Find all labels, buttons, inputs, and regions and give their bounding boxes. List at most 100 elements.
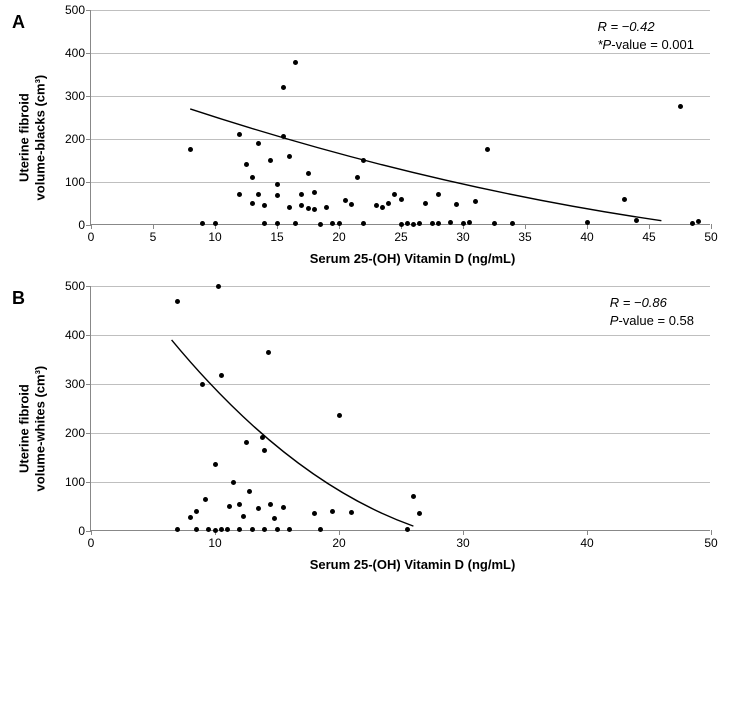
data-point — [275, 193, 280, 198]
xtick-label: 20 — [332, 224, 345, 244]
stats-A-p-tail: value = 0.001 — [616, 37, 694, 52]
data-point — [380, 205, 385, 210]
xtick-label: 30 — [456, 530, 469, 550]
data-point — [318, 527, 323, 532]
data-point — [423, 201, 428, 206]
xlabel-A: Serum 25-(OH) Vitamin D (ng/mL) — [90, 225, 735, 266]
xtick-label: 50 — [704, 224, 717, 244]
panel-A: A Uterine fibroid volume-blacks (cm³) R … — [10, 10, 745, 266]
data-point — [306, 206, 311, 211]
data-point — [203, 497, 208, 502]
data-point — [386, 201, 391, 206]
data-point — [244, 440, 249, 445]
data-point — [268, 502, 273, 507]
plot-area-A: R = −0.42 *P-value = 0.001 0100200300400… — [90, 10, 710, 225]
xtick-label: 50 — [704, 530, 717, 550]
data-point — [231, 480, 236, 485]
ylabel-wrap-A: Uterine fibroid volume-blacks (cm³) — [22, 10, 42, 266]
plot-area-B: R = −0.86 P-value = 0.58 010020030040050… — [90, 286, 710, 531]
xtick-label: 15 — [270, 224, 283, 244]
data-point — [188, 515, 193, 520]
data-point — [430, 221, 435, 226]
ytick-label: 300 — [65, 377, 91, 391]
data-point — [417, 511, 422, 516]
data-point — [436, 192, 441, 197]
data-point — [281, 85, 286, 90]
data-point — [349, 510, 354, 515]
data-point — [324, 205, 329, 210]
data-point — [405, 221, 410, 226]
data-point — [275, 221, 280, 226]
xtick-label: 5 — [150, 224, 157, 244]
xtick-label: 20 — [332, 530, 345, 550]
data-point — [312, 511, 317, 516]
data-point — [678, 104, 683, 109]
data-point — [461, 221, 466, 226]
data-point — [343, 198, 348, 203]
xtick-label: 35 — [518, 224, 531, 244]
data-point — [194, 527, 199, 532]
data-point — [436, 221, 441, 226]
data-point — [473, 199, 478, 204]
data-point — [492, 221, 497, 226]
ytick-label: 300 — [65, 89, 91, 103]
panel-B: B Uterine fibroid volume-whites (cm³) R … — [10, 286, 745, 572]
data-point — [262, 448, 267, 453]
data-point — [287, 154, 292, 159]
data-point — [241, 514, 246, 519]
data-point — [355, 175, 360, 180]
ylabel-A-line2: volume-blacks (cm³) — [32, 75, 47, 201]
gridline — [91, 433, 710, 434]
ytick-label: 400 — [65, 328, 91, 342]
data-point — [696, 219, 701, 224]
gridline — [91, 10, 710, 11]
data-point — [306, 171, 311, 176]
data-point — [318, 222, 323, 227]
stats-A: R = −0.42 *P-value = 0.001 — [597, 18, 694, 53]
ytick-label: 100 — [65, 175, 91, 189]
data-point — [411, 222, 416, 227]
gridline — [91, 53, 710, 54]
data-point — [237, 192, 242, 197]
data-point — [237, 132, 242, 137]
data-point — [485, 147, 490, 152]
data-point — [585, 220, 590, 225]
xtick-label: 0 — [88, 224, 95, 244]
data-point — [213, 221, 218, 226]
data-point — [219, 527, 224, 532]
data-point — [194, 509, 199, 514]
ylabel-B-line1: Uterine fibroid — [16, 385, 31, 474]
xlabel-B: Serum 25-(OH) Vitamin D (ng/mL) — [90, 531, 735, 572]
figure: A Uterine fibroid volume-blacks (cm³) R … — [10, 10, 745, 572]
xtick-label: 10 — [208, 224, 221, 244]
gridline — [91, 335, 710, 336]
data-point — [237, 502, 242, 507]
xtick-label: 0 — [88, 530, 95, 550]
data-point — [361, 158, 366, 163]
data-point — [622, 197, 627, 202]
data-point — [219, 373, 224, 378]
xtick-label: 40 — [580, 224, 593, 244]
gridline — [91, 96, 710, 97]
data-point — [299, 192, 304, 197]
data-point — [399, 222, 404, 227]
data-point — [244, 162, 249, 167]
data-point — [454, 202, 459, 207]
gridline — [91, 384, 710, 385]
data-point — [374, 203, 379, 208]
data-point — [262, 203, 267, 208]
data-point — [330, 509, 335, 514]
data-point — [337, 413, 342, 418]
data-point — [293, 60, 298, 65]
ytick-label: 100 — [65, 475, 91, 489]
xtick-label: 45 — [642, 224, 655, 244]
data-point — [213, 462, 218, 467]
data-point — [405, 527, 410, 532]
xtick-label: 10 — [208, 530, 221, 550]
data-point — [188, 147, 193, 152]
data-point — [227, 504, 232, 509]
data-point — [411, 494, 416, 499]
stats-B: R = −0.86 P-value = 0.58 — [610, 294, 694, 329]
data-point — [312, 190, 317, 195]
data-point — [467, 220, 472, 225]
